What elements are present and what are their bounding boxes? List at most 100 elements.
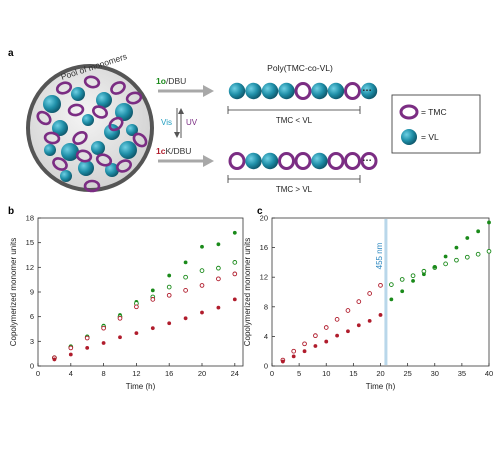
chart-b: 0 4 8 12 16 20 24 0 3 6 9 12 15 18 Time (h) Copolymeriz… — [9, 214, 244, 391]
data-point — [323, 325, 329, 330]
data-point — [101, 341, 106, 345]
data-point — [150, 326, 155, 331]
panel-c: c 0 5 10 15 20 25 30 35 40 0 4 8 12 16 20 Time (h) Copol… — [243, 206, 493, 391]
panel-b-letter: b — [8, 206, 14, 217]
tmc-monomer — [83, 179, 101, 193]
vl-legend-label: = VL — [421, 132, 439, 142]
vl-monomer — [104, 124, 120, 140]
data-point — [443, 261, 448, 267]
data-point — [389, 297, 394, 302]
x-tick-label: 35 — [458, 369, 466, 378]
vl-monomer — [82, 114, 94, 126]
y-tick-label: 20 — [260, 214, 268, 223]
y-tick-label: 4 — [264, 332, 268, 341]
data-point — [313, 344, 318, 348]
bottom-catalyst-label: 1cK/DBU — [156, 146, 191, 156]
tmc-legend-icon — [399, 104, 419, 120]
vl-monomer — [126, 124, 138, 136]
legend-box — [391, 94, 481, 154]
annotation-label: 455 nm — [375, 242, 384, 269]
chain-tmc-unit — [360, 152, 378, 170]
chain-vl-unit — [261, 152, 279, 170]
vl-monomer — [43, 95, 61, 113]
y-tick-label: 18 — [26, 214, 34, 223]
vl-monomer — [52, 120, 68, 136]
tmc-monomer — [75, 149, 93, 163]
data-point — [199, 268, 205, 273]
data-point — [150, 297, 156, 302]
data-point — [443, 254, 448, 259]
data-point — [454, 257, 459, 263]
data-point — [101, 325, 106, 331]
tmc-monomer — [55, 81, 73, 95]
data-point — [68, 345, 74, 351]
y-tick-label: 9 — [30, 288, 34, 297]
x-tick-label: 24 — [231, 369, 239, 378]
chain-vl-unit — [278, 82, 295, 100]
data-point — [232, 260, 238, 265]
data-point — [183, 274, 188, 280]
data-point — [346, 329, 350, 334]
vl-monomer — [44, 144, 56, 156]
data-point — [232, 230, 237, 235]
x-tick-label: 15 — [349, 369, 357, 378]
data-point — [200, 310, 204, 315]
tmc-monomer — [67, 103, 85, 117]
data-point — [389, 282, 394, 287]
data-point — [118, 335, 122, 340]
data-point — [291, 348, 297, 354]
data-point — [486, 248, 492, 254]
chain-vl-unit — [311, 152, 328, 170]
tmc-monomer — [92, 105, 108, 119]
data-point — [183, 260, 188, 265]
vl-monomer — [60, 170, 72, 182]
panel-c-letter: c — [257, 206, 263, 217]
y-tick-label: 0 — [264, 362, 268, 371]
data-point — [400, 289, 405, 294]
chain-tmc-unit — [228, 152, 246, 170]
data-point — [166, 284, 172, 290]
top-arrow-head — [203, 85, 214, 97]
data-point — [410, 273, 416, 279]
vis-label: Vis — [161, 118, 172, 127]
data-point — [166, 292, 172, 298]
chain-vl-unit — [245, 82, 262, 100]
chain-tmc-unit — [344, 152, 361, 170]
chain-tmc-unit — [294, 152, 312, 170]
tmc-legend-label: = TMC — [421, 107, 447, 117]
data-point — [199, 283, 205, 288]
vl-legend-icon — [401, 129, 417, 145]
pool-monomers — [36, 75, 148, 193]
y-tick-label: 15 — [26, 238, 34, 247]
chain-vl-unit — [245, 152, 262, 170]
y-axis-label: Copolymerized monomer units — [9, 238, 18, 347]
tmc-monomer — [108, 116, 124, 132]
data-point — [464, 254, 470, 260]
data-point — [216, 276, 221, 282]
tmc-monomer — [110, 81, 126, 95]
chain-top-ellipsis: … — [362, 83, 372, 94]
data-point — [117, 315, 123, 321]
vl-monomer — [115, 103, 133, 121]
chain-tmc-unit — [278, 152, 295, 170]
y-tick-label: 6 — [30, 312, 34, 321]
y-axis-label: Copolymerized monomer units — [243, 238, 252, 347]
vl-monomer — [71, 87, 85, 101]
data-point — [216, 242, 221, 247]
data-point — [454, 245, 459, 250]
x-tick-label: 20 — [198, 369, 206, 378]
vl-monomer — [105, 163, 119, 177]
x-tick-label: 25 — [403, 369, 411, 378]
tmc-monomer — [95, 153, 113, 167]
data-point — [356, 299, 362, 304]
x-tick-label: 20 — [376, 369, 384, 378]
data-point — [167, 321, 172, 326]
data-point — [216, 265, 221, 271]
data-point — [334, 317, 340, 322]
x-tick-label: 5 — [297, 369, 301, 378]
data-point — [324, 339, 329, 344]
data-point — [232, 271, 238, 277]
data-point — [280, 359, 285, 364]
data-point — [134, 304, 139, 310]
chain-tmc-unit — [344, 82, 361, 100]
